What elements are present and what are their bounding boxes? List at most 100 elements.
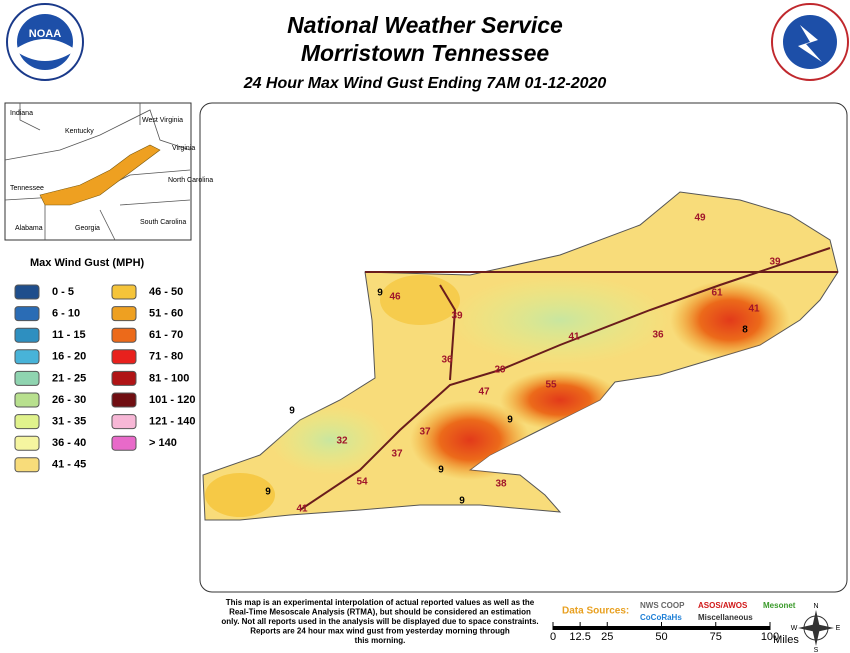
station-value: 49: [694, 213, 706, 224]
scale-label: 50: [655, 631, 667, 643]
legend-label: 31 - 35: [52, 416, 86, 428]
station-value: 54: [356, 477, 368, 488]
inset-label: Alabama: [15, 225, 43, 232]
station-value: 47: [478, 387, 490, 398]
station-value: 39: [769, 257, 781, 268]
station-value: 29: [494, 365, 506, 376]
station-value: 41: [748, 304, 760, 315]
legend-swatch: [111, 392, 137, 408]
station-value: 9: [377, 288, 383, 299]
station-value: 46: [389, 292, 401, 303]
legend-swatch: [111, 306, 137, 322]
scale-unit: Miles: [773, 634, 799, 646]
legend-label: 81 - 100: [149, 372, 189, 384]
legend-swatch: [111, 370, 137, 386]
legend-swatch: [111, 327, 137, 343]
inset-label: Kentucky: [65, 128, 94, 135]
station-value: 36: [652, 330, 664, 341]
product-title: 24 Hour Max Wind Gust Ending 7AM 01-12-2…: [243, 75, 607, 92]
station-value: 9: [438, 465, 444, 476]
inset-label: West Virginia: [142, 117, 183, 124]
legend-title: Max Wind Gust (MPH): [30, 257, 145, 269]
station-value: 8: [742, 325, 748, 336]
station-value: 9: [289, 406, 295, 417]
compass-label: E: [836, 625, 841, 632]
station-value: 9: [507, 415, 513, 426]
legend-swatch: [14, 457, 40, 473]
legend-swatch: [14, 435, 40, 451]
legend-label: 16 - 20: [52, 351, 86, 363]
legend-label: 26 - 30: [52, 394, 86, 406]
station-value: 9: [459, 496, 465, 507]
scale-label: 12.5: [569, 631, 590, 643]
disclaimer-line: Reports are 24 hour max wind gust from y…: [250, 627, 510, 636]
inset-label: Indiana: [10, 110, 33, 117]
nws-logo: [771, 3, 849, 81]
compass-label: N: [813, 603, 818, 610]
legend-swatch: [111, 349, 137, 365]
scale-label: 100: [761, 631, 779, 643]
scale-label: 0: [550, 631, 556, 643]
compass: [798, 610, 834, 646]
region-map: [199, 102, 848, 593]
legend-label: 121 - 140: [149, 416, 195, 428]
station-value: 38: [495, 479, 507, 490]
source-label: CoCoRaHs: [640, 613, 682, 622]
legend-swatch: [14, 414, 40, 430]
inset-label: Tennessee: [10, 185, 44, 192]
legend-swatch: [111, 414, 137, 430]
legend-label: > 140: [149, 437, 177, 449]
legend-label: 51 - 60: [149, 308, 183, 320]
source-label: Mesonet: [763, 601, 796, 610]
station-value: 36: [441, 355, 453, 366]
station-value: 32: [336, 436, 348, 447]
legend-label: 11 - 15: [52, 329, 86, 341]
inset-label: Georgia: [75, 225, 100, 232]
scale-label: 75: [710, 631, 722, 643]
legend-label: 46 - 50: [149, 286, 183, 298]
subtitle: Morristown Tennessee: [301, 40, 550, 66]
legend-label: 71 - 80: [149, 351, 183, 363]
legend-swatch: [14, 327, 40, 343]
legend-swatch: [111, 284, 137, 300]
legend-swatch: [14, 349, 40, 365]
source-label: ASOS/AWOS: [698, 601, 748, 610]
disclaimer-line: this morning.: [355, 636, 406, 645]
compass-label: W: [791, 625, 798, 632]
noaa-logo: NOAA: [6, 3, 84, 81]
disclaimer-line: This map is an experimental interpolatio…: [226, 598, 535, 607]
station-value: 39: [451, 311, 463, 322]
station-value: 41: [568, 332, 580, 343]
title: National Weather Service: [287, 12, 563, 38]
inset-label: North Carolina: [168, 177, 213, 184]
station-value: 9: [265, 487, 271, 498]
legend-swatch: [14, 284, 40, 300]
inset-label: South Carolina: [140, 219, 186, 226]
station-value: 37: [419, 427, 431, 438]
compass-label: S: [814, 647, 819, 653]
scale-label: 25: [601, 631, 613, 643]
legend-label: 41 - 45: [52, 459, 86, 471]
legend-swatch: [14, 370, 40, 386]
sources-title: Data Sources:: [562, 606, 629, 617]
disclaimer-line: Real-Time Mesoscale Analysis (RTMA), but…: [229, 608, 531, 617]
inset-label: Virginia: [172, 145, 195, 152]
legend-swatch: [14, 392, 40, 408]
station-value: 61: [711, 288, 723, 299]
legend-label: 6 - 10: [52, 308, 80, 320]
inset-map: [4, 102, 192, 241]
station-value: 55: [545, 380, 557, 391]
legend-label: 36 - 40: [52, 437, 86, 449]
station-value: 37: [391, 449, 403, 460]
legend-swatch: [14, 306, 40, 322]
legend-label: 0 - 5: [52, 286, 74, 298]
logo-text: NOAA: [29, 28, 61, 40]
legend-label: 21 - 25: [52, 372, 86, 384]
disclaimer-line: only. Not all reports used in the analys…: [221, 617, 538, 626]
source-label: NWS COOP: [640, 601, 685, 610]
legend-label: 61 - 70: [149, 329, 183, 341]
legend-label: 101 - 120: [149, 394, 195, 406]
source-label: Miscellaneous: [698, 613, 753, 622]
station-value: 41: [296, 504, 308, 515]
